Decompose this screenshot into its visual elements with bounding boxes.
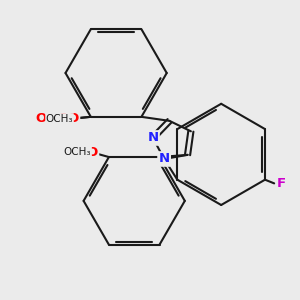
- Text: N: N: [147, 131, 158, 145]
- Text: N: N: [159, 152, 170, 166]
- Text: OCH₃: OCH₃: [64, 147, 92, 158]
- Text: O: O: [58, 112, 69, 125]
- Text: F: F: [277, 177, 286, 190]
- Text: O: O: [87, 146, 98, 159]
- Text: OCH₃: OCH₃: [46, 114, 73, 124]
- Text: O: O: [68, 112, 79, 125]
- Text: O: O: [35, 112, 47, 125]
